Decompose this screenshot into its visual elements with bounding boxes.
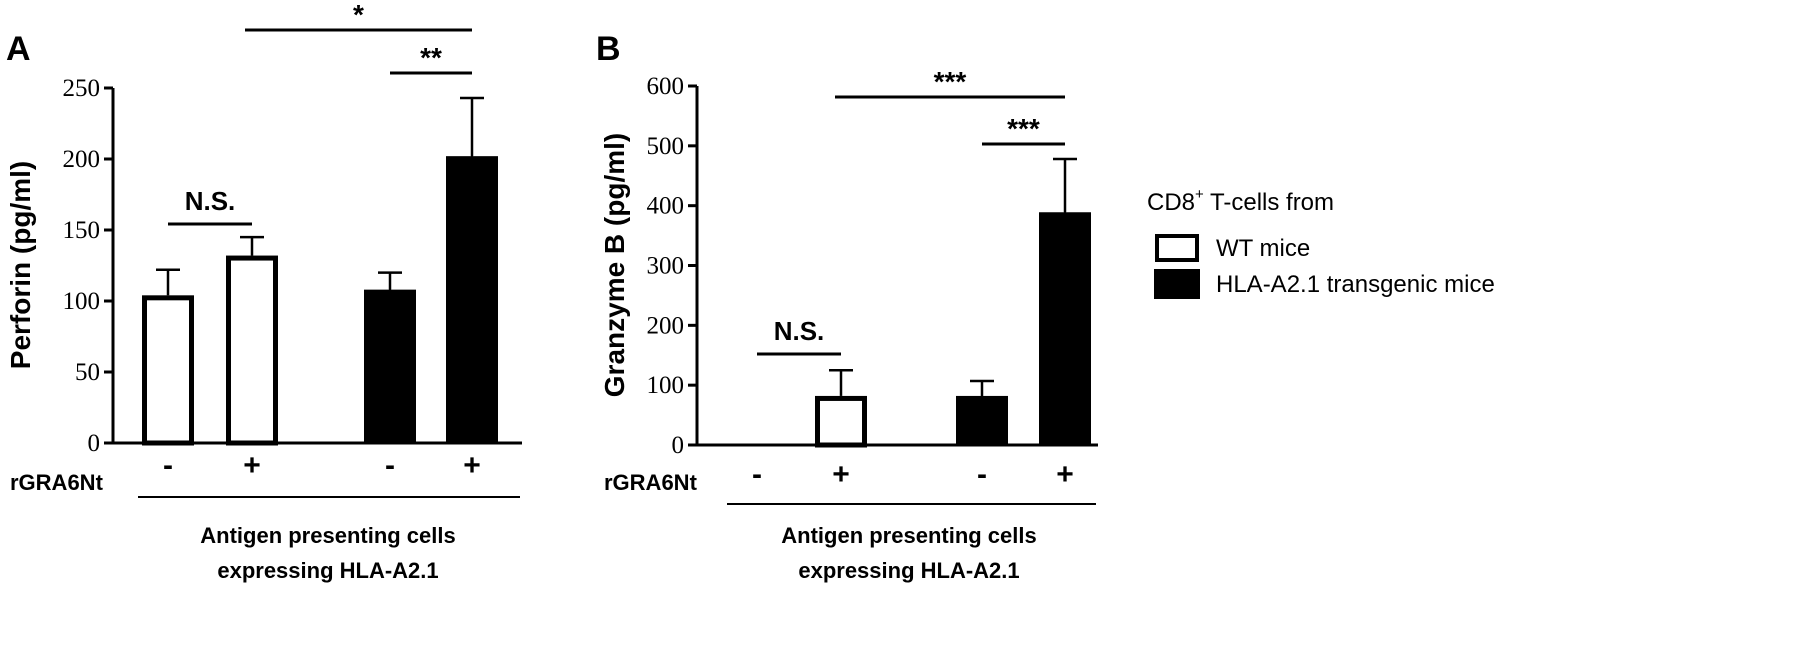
panel-a-bar <box>142 295 194 446</box>
panel-a-ytick-label: 150 <box>63 217 101 244</box>
panel-b-chart: 0 100 200 300 400 500 600 - + - + N.S. *** *** <box>647 66 1098 505</box>
panel-a-letter: A <box>6 30 31 68</box>
panel-b-ytick-label: 600 <box>647 73 685 100</box>
panel-a-significance-label: ** <box>420 42 442 73</box>
panel-b-ytick-label: 100 <box>647 372 685 399</box>
panel-a-ylabel: Perforin (pg/ml) <box>5 161 36 369</box>
legend-item-wt: WT mice <box>1216 235 1310 262</box>
panel-a-ytick-label: 50 <box>75 359 100 386</box>
panel-b-ytick-label: 300 <box>647 253 685 280</box>
legend-title-suffix: T-cells from <box>1204 189 1334 216</box>
panel-a-category-label: - <box>385 449 395 482</box>
panel-a-bar <box>446 156 498 444</box>
panel-a-category-label: + <box>463 449 481 482</box>
panel-a-category-label: - <box>163 449 173 482</box>
panel-a-bar <box>226 255 278 446</box>
panel-b-bar <box>1039 212 1091 446</box>
panel-b-group-label-line2: expressing HLA-A2.1 <box>798 558 1019 583</box>
panel-a-category-label: + <box>243 449 261 482</box>
panel-b-treatment-label: rGRA6Nt <box>604 470 698 495</box>
panel-a-treatment-label: rGRA6Nt <box>10 470 104 495</box>
legend: CD8+ T-cells from WT mice HLA-A2.1 trans… <box>1147 186 1495 299</box>
legend-swatch-wt <box>1155 234 1199 262</box>
panel-a-ytick-label: 200 <box>63 146 101 173</box>
panel-b-ytick-label: 200 <box>647 312 685 339</box>
panel-a-ytick-label: 250 <box>63 75 101 102</box>
panel-b-significance-label: *** <box>1007 113 1040 144</box>
legend-title: CD8+ T-cells from <box>1147 186 1334 216</box>
panel-b-category-label: + <box>832 458 850 491</box>
panel-b-category-label: + <box>1056 458 1074 491</box>
panel-b-group-label-line1: Antigen presenting cells <box>781 523 1037 548</box>
legend-item-transgenic: HLA-A2.1 transgenic mice <box>1216 271 1495 298</box>
panel-b-bar <box>815 395 867 448</box>
panel-b-ylabel: Granzyme B (pg/ml) <box>599 133 630 397</box>
panel-a-significance-label: N.S. <box>185 186 236 216</box>
panel-b-category-label: - <box>752 458 762 491</box>
panel-b-letter: B <box>596 30 621 68</box>
panel-b-category-label: - <box>977 458 987 491</box>
panel-b-ytick-label: 400 <box>647 193 685 220</box>
panel-a-group-label-line2: expressing HLA-A2.1 <box>217 558 438 583</box>
panel-b-bar <box>956 395 1008 447</box>
panel-a-ytick-label: 0 <box>88 430 101 457</box>
panel-a-significance-label: * <box>353 0 364 30</box>
panel-a-bar <box>364 289 416 445</box>
panel-b-significance-label: *** <box>934 66 967 97</box>
legend-title-prefix: CD8 <box>1147 189 1195 216</box>
legend-swatch-transgenic <box>1154 269 1200 299</box>
panel-b-significance-label: N.S. <box>774 316 825 346</box>
panel-b-ytick-label: 500 <box>647 133 685 160</box>
legend-title-sup: + <box>1195 186 1204 203</box>
panel-a-ytick-label: 100 <box>63 288 101 315</box>
panel-a-group-label-line1: Antigen presenting cells <box>200 523 456 548</box>
panel-b-ytick-label: 0 <box>672 432 685 459</box>
